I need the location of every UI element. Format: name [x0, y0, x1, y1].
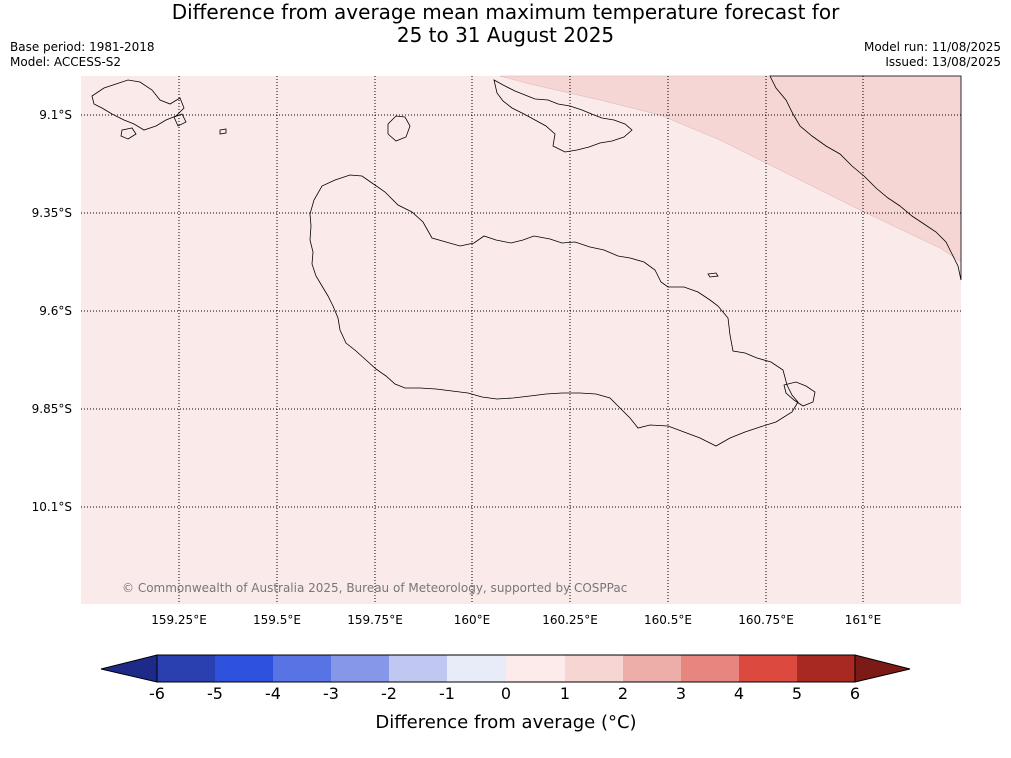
islet	[120, 127, 137, 140]
copyright-notice: © Commonwealth of Australia 2025, Bureau…	[122, 581, 627, 595]
lon-label: 160.75°E	[738, 613, 794, 627]
colorbar-tick: 2	[618, 684, 628, 703]
russell-islands	[91, 79, 185, 131]
title-line-2: 25 to 31 August 2025	[396, 23, 615, 47]
lon-label: 160°E	[454, 613, 491, 627]
lon-label: 160.25°E	[542, 613, 598, 627]
lon-label: 159.25°E	[151, 613, 207, 627]
colorbar-upper-extend	[854, 654, 911, 683]
colorbar-ticks: -6 -5 -4 -3 -2 -1 0 1 2 3 4 5 6	[149, 684, 860, 703]
east-cape-islets	[783, 381, 816, 407]
model-run: Model run: 11/08/2025	[863, 40, 1001, 54]
colorbar-tick: 3	[676, 684, 686, 703]
gridlines	[81, 76, 961, 604]
colorbar-segment	[623, 655, 681, 682]
colorbar-tick: 1	[560, 684, 570, 703]
colorbar-segment	[565, 655, 623, 682]
colorbar-tick: -4	[265, 684, 281, 703]
colorbar-tick: -6	[149, 684, 165, 703]
colorbar: -6 -5 -4 -3 -2 -1 0 1 2 3 4 5 6 Differen…	[100, 654, 911, 733]
lon-label: 159.5°E	[253, 613, 301, 627]
lat-label: 9.35°S	[32, 206, 72, 220]
colorbar-label: Difference from average (°C)	[375, 712, 636, 733]
colorbar-segment	[739, 655, 797, 682]
lon-label: 161°E	[845, 613, 882, 627]
colorbar-segment	[157, 655, 215, 682]
guadalcanal-coastline	[309, 174, 799, 447]
florida-islands	[493, 79, 633, 153]
islet	[173, 113, 187, 127]
colorbar-segment	[797, 655, 855, 682]
malaita-coastline	[769, 75, 962, 281]
colorbar-segment	[389, 655, 447, 682]
islet	[707, 272, 719, 278]
lat-label: 9.6°S	[39, 304, 72, 318]
longitude-labels: 159.25°E 159.5°E 159.75°E 160°E 160.25°E…	[151, 613, 881, 627]
lon-label: 160.5°E	[644, 613, 692, 627]
colorbar-tick: -5	[207, 684, 223, 703]
base-period: Base period: 1981-2018	[10, 40, 155, 54]
colorbar-lower-extend	[100, 654, 158, 683]
title-line-1: Difference from average mean maximum tem…	[171, 0, 840, 24]
colorbar-segment	[506, 655, 565, 682]
model-name: Model: ACCESS-S2	[10, 55, 122, 69]
colorbar-segments	[157, 655, 855, 682]
colorbar-tick: 6	[850, 684, 860, 703]
lon-label: 159.75°E	[347, 613, 403, 627]
colorbar-tick: 0	[501, 684, 511, 703]
colorbar-tick: 5	[792, 684, 802, 703]
colorbar-tick: -2	[381, 684, 397, 703]
colorbar-outline	[156, 654, 856, 683]
colorbar-tick: -1	[439, 684, 455, 703]
map-panel: © Commonwealth of Australia 2025, Bureau…	[81, 75, 962, 604]
lat-label: 10.1°S	[32, 500, 72, 514]
colorbar-segment	[681, 655, 739, 682]
lat-label: 9.1°S	[39, 108, 72, 122]
coastlines	[91, 75, 962, 447]
colorbar-segment	[215, 655, 273, 682]
lat-label: 9.85°S	[32, 402, 72, 416]
latitude-labels: 9.1°S 9.35°S 9.6°S 9.85°S 10.1°S	[32, 108, 72, 514]
savo-island	[387, 115, 411, 142]
islet	[219, 128, 227, 135]
colorbar-segment	[447, 655, 506, 682]
issued-date: Issued: 13/08/2025	[885, 55, 1001, 69]
colorbar-segment	[331, 655, 389, 682]
colorbar-tick: 4	[734, 684, 744, 703]
colorbar-segment	[273, 655, 331, 682]
colorbar-tick: -3	[323, 684, 339, 703]
